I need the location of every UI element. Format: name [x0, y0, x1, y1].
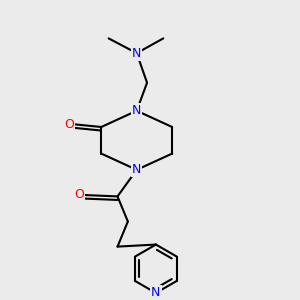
Text: N: N	[151, 286, 160, 299]
Text: O: O	[64, 118, 74, 130]
Text: O: O	[74, 188, 84, 201]
Text: N: N	[132, 163, 141, 176]
Text: N: N	[132, 104, 141, 117]
Text: N: N	[132, 47, 141, 60]
